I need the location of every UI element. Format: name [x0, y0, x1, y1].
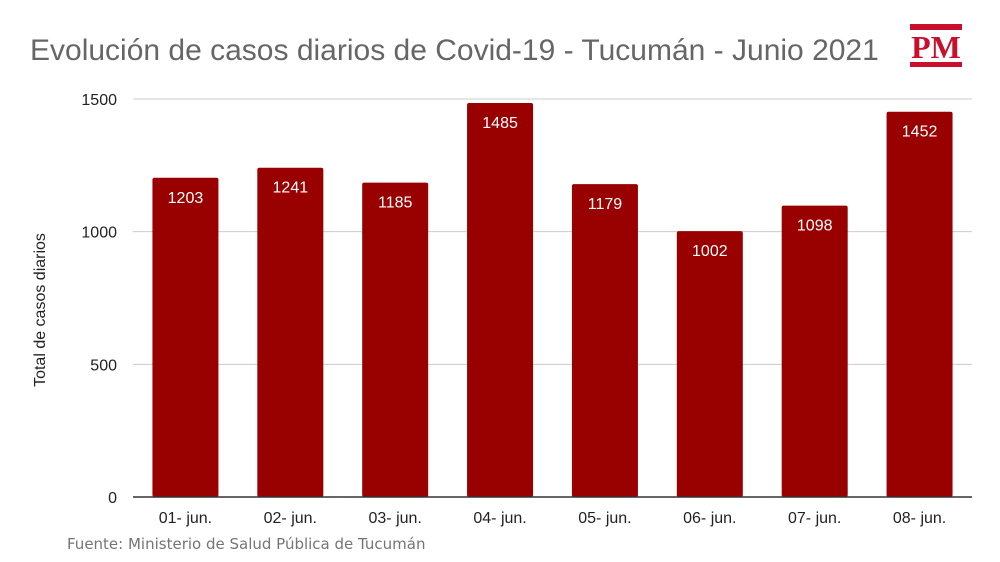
data-label: 1098: [797, 218, 833, 235]
x-tick-label: 01- jun.: [159, 510, 212, 527]
bars: [152, 102, 953, 498]
bar: [676, 231, 743, 498]
x-tick-label: 03- jun.: [369, 510, 422, 527]
bar: [257, 167, 324, 498]
x-tick-label: 08- jun.: [893, 510, 946, 527]
x-tick-label: 04- jun.: [473, 510, 526, 527]
bar: [362, 182, 429, 497]
x-tick-label: 06- jun.: [683, 510, 736, 527]
data-label: 1241: [273, 180, 309, 197]
pm-logo: PM: [910, 24, 962, 67]
x-tick-label: 02- jun.: [264, 510, 317, 527]
y-tick-label: 1500: [81, 92, 117, 109]
bar: [467, 102, 534, 497]
y-tick-label: 1000: [81, 225, 117, 242]
data-label: 1485: [482, 115, 518, 132]
y-tick-label: 500: [90, 357, 117, 374]
bar: [886, 111, 953, 498]
source-note: Fuente: Ministerio de Salud Pública de T…: [67, 535, 426, 553]
chart-title: Evolución de casos diarios de Covid-19 -…: [30, 34, 879, 67]
x-tick-label: 07- jun.: [788, 510, 841, 527]
y-tick-labels: 0 500 1000 1500: [81, 92, 117, 507]
logo-text: PM: [911, 29, 961, 65]
bar: [571, 184, 638, 497]
y-tick-label: 0: [108, 490, 117, 507]
data-label: 1002: [692, 243, 728, 260]
bar: [781, 205, 848, 497]
data-label: 1179: [588, 196, 623, 213]
y-axis-label: Total de casos diarios: [32, 233, 49, 387]
bar: [152, 177, 219, 497]
x-tick-labels: 01- jun. 02- jun. 03- jun. 04- jun. 05- jun.…: [159, 510, 947, 527]
data-label: 1185: [378, 195, 413, 212]
data-labels: 1203 1241 1185 1485 1179 1002 1098 1452: [168, 115, 938, 260]
x-tick-label: 05- jun.: [578, 510, 631, 527]
data-label: 1452: [902, 124, 938, 141]
data-label: 1203: [168, 190, 204, 207]
